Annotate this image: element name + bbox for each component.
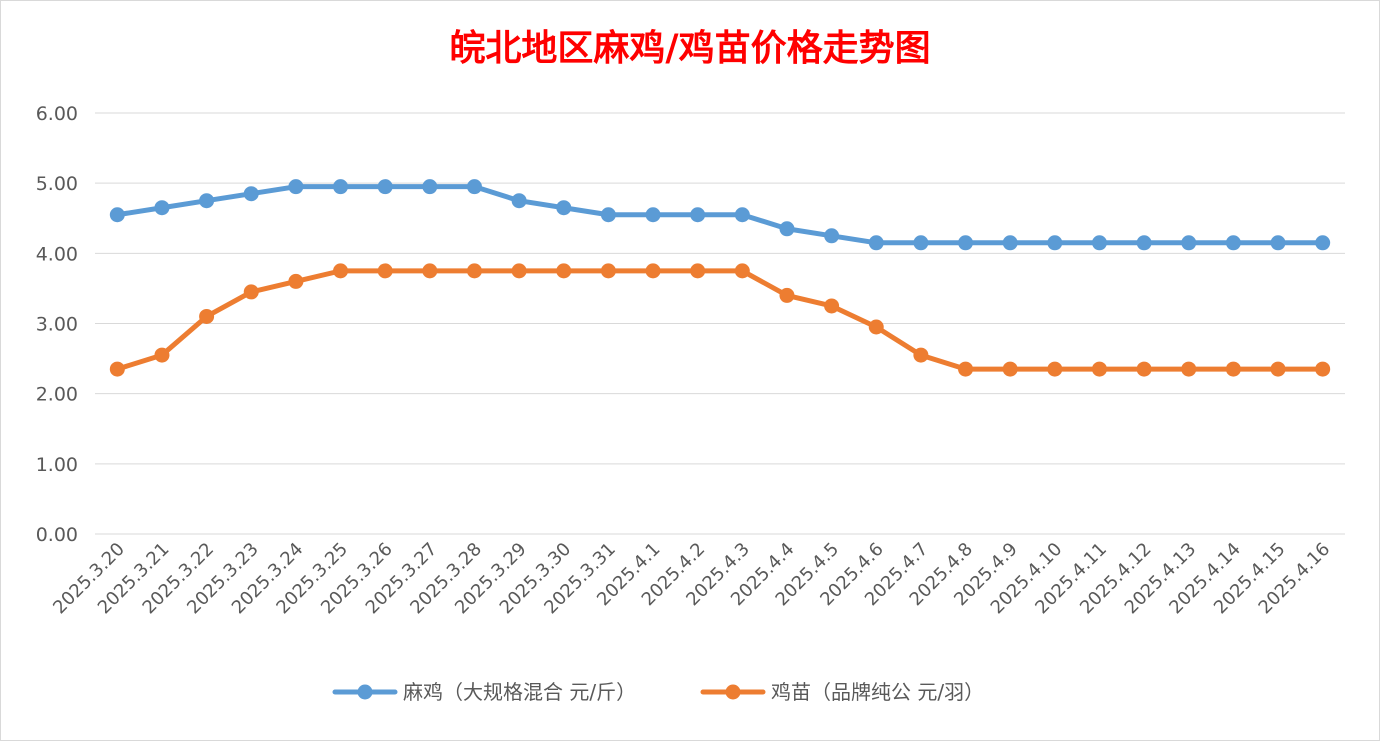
data-point: [243, 284, 259, 300]
data-point: [377, 263, 393, 279]
data-point: [1002, 235, 1018, 251]
data-point: [1315, 235, 1331, 251]
y-axis-ticks: 0.00 1.00 2.00 3.00 4.00 5.00 6.00: [36, 103, 78, 546]
data-point: [1047, 361, 1063, 377]
y-tick-label: 1.00: [36, 454, 78, 476]
legend-item-1: 麻鸡（大规格混合 元/斤）: [332, 680, 636, 704]
data-point: [913, 347, 929, 363]
data-point: [1225, 361, 1241, 377]
y-tick-label: 0.00: [36, 524, 78, 546]
data-point: [154, 200, 170, 216]
gridlines: [95, 112, 1345, 535]
data-point: [1270, 361, 1286, 377]
y-tick-label: 5.00: [36, 173, 78, 195]
data-point: [333, 263, 349, 279]
series-2: [109, 263, 1331, 377]
data-point: [958, 235, 974, 251]
series-line: [114, 184, 1326, 246]
legend-item-2: 鸡苗（品牌纯公 元/羽）: [700, 680, 984, 704]
data-point: [645, 263, 661, 279]
data-point: [556, 263, 572, 279]
data-point: [333, 179, 349, 195]
data-point: [556, 200, 572, 216]
data-point: [1091, 235, 1107, 251]
data-point: [199, 308, 215, 324]
data-point: [422, 263, 438, 279]
data-point: [1225, 235, 1241, 251]
data-point: [466, 179, 482, 195]
y-tick-label: 6.00: [36, 103, 78, 125]
data-point: [511, 193, 527, 209]
data-point: [1270, 235, 1286, 251]
data-point: [1315, 361, 1331, 377]
chart-title: 皖北地区麻鸡/鸡苗价格走势图: [449, 27, 930, 69]
data-point: [1002, 361, 1018, 377]
data-point: [600, 263, 616, 279]
data-point: [199, 193, 215, 209]
data-point: [288, 273, 304, 289]
data-point: [734, 207, 750, 223]
data-point: [1181, 361, 1197, 377]
data-point: [109, 207, 125, 223]
data-point: [824, 228, 840, 244]
legend-marker: [357, 684, 373, 700]
data-point: [690, 207, 706, 223]
data-point: [779, 287, 795, 303]
data-point: [422, 179, 438, 195]
data-point: [690, 263, 706, 279]
legend-marker: [725, 684, 741, 700]
data-point: [600, 207, 616, 223]
data-point: [109, 361, 125, 377]
legend: 麻鸡（大规格混合 元/斤） 鸡苗（品牌纯公 元/羽）: [332, 680, 984, 704]
legend-label: 麻鸡（大规格混合 元/斤）: [403, 680, 636, 704]
data-point: [1091, 361, 1107, 377]
y-tick-label: 4.00: [36, 243, 78, 265]
series-1: [109, 179, 1331, 251]
data-point: [734, 263, 750, 279]
legend-label: 鸡苗（品牌纯公 元/羽）: [771, 680, 984, 704]
data-point: [377, 179, 393, 195]
data-point: [511, 263, 527, 279]
data-point: [958, 361, 974, 377]
data-point: [154, 347, 170, 363]
data-point: [1181, 235, 1197, 251]
data-point: [824, 298, 840, 314]
data-point: [868, 319, 884, 335]
data-point: [779, 221, 795, 237]
y-tick-label: 3.00: [36, 314, 78, 336]
data-point: [645, 207, 661, 223]
data-point: [913, 235, 929, 251]
data-point: [466, 263, 482, 279]
series-lines: [109, 179, 1331, 377]
data-point: [1136, 235, 1152, 251]
data-point: [243, 186, 259, 202]
y-tick-label: 2.00: [36, 384, 78, 406]
data-point: [288, 179, 304, 195]
data-point: [1136, 361, 1152, 377]
data-point: [1047, 235, 1063, 251]
data-point: [868, 235, 884, 251]
series-line: [114, 268, 1326, 372]
